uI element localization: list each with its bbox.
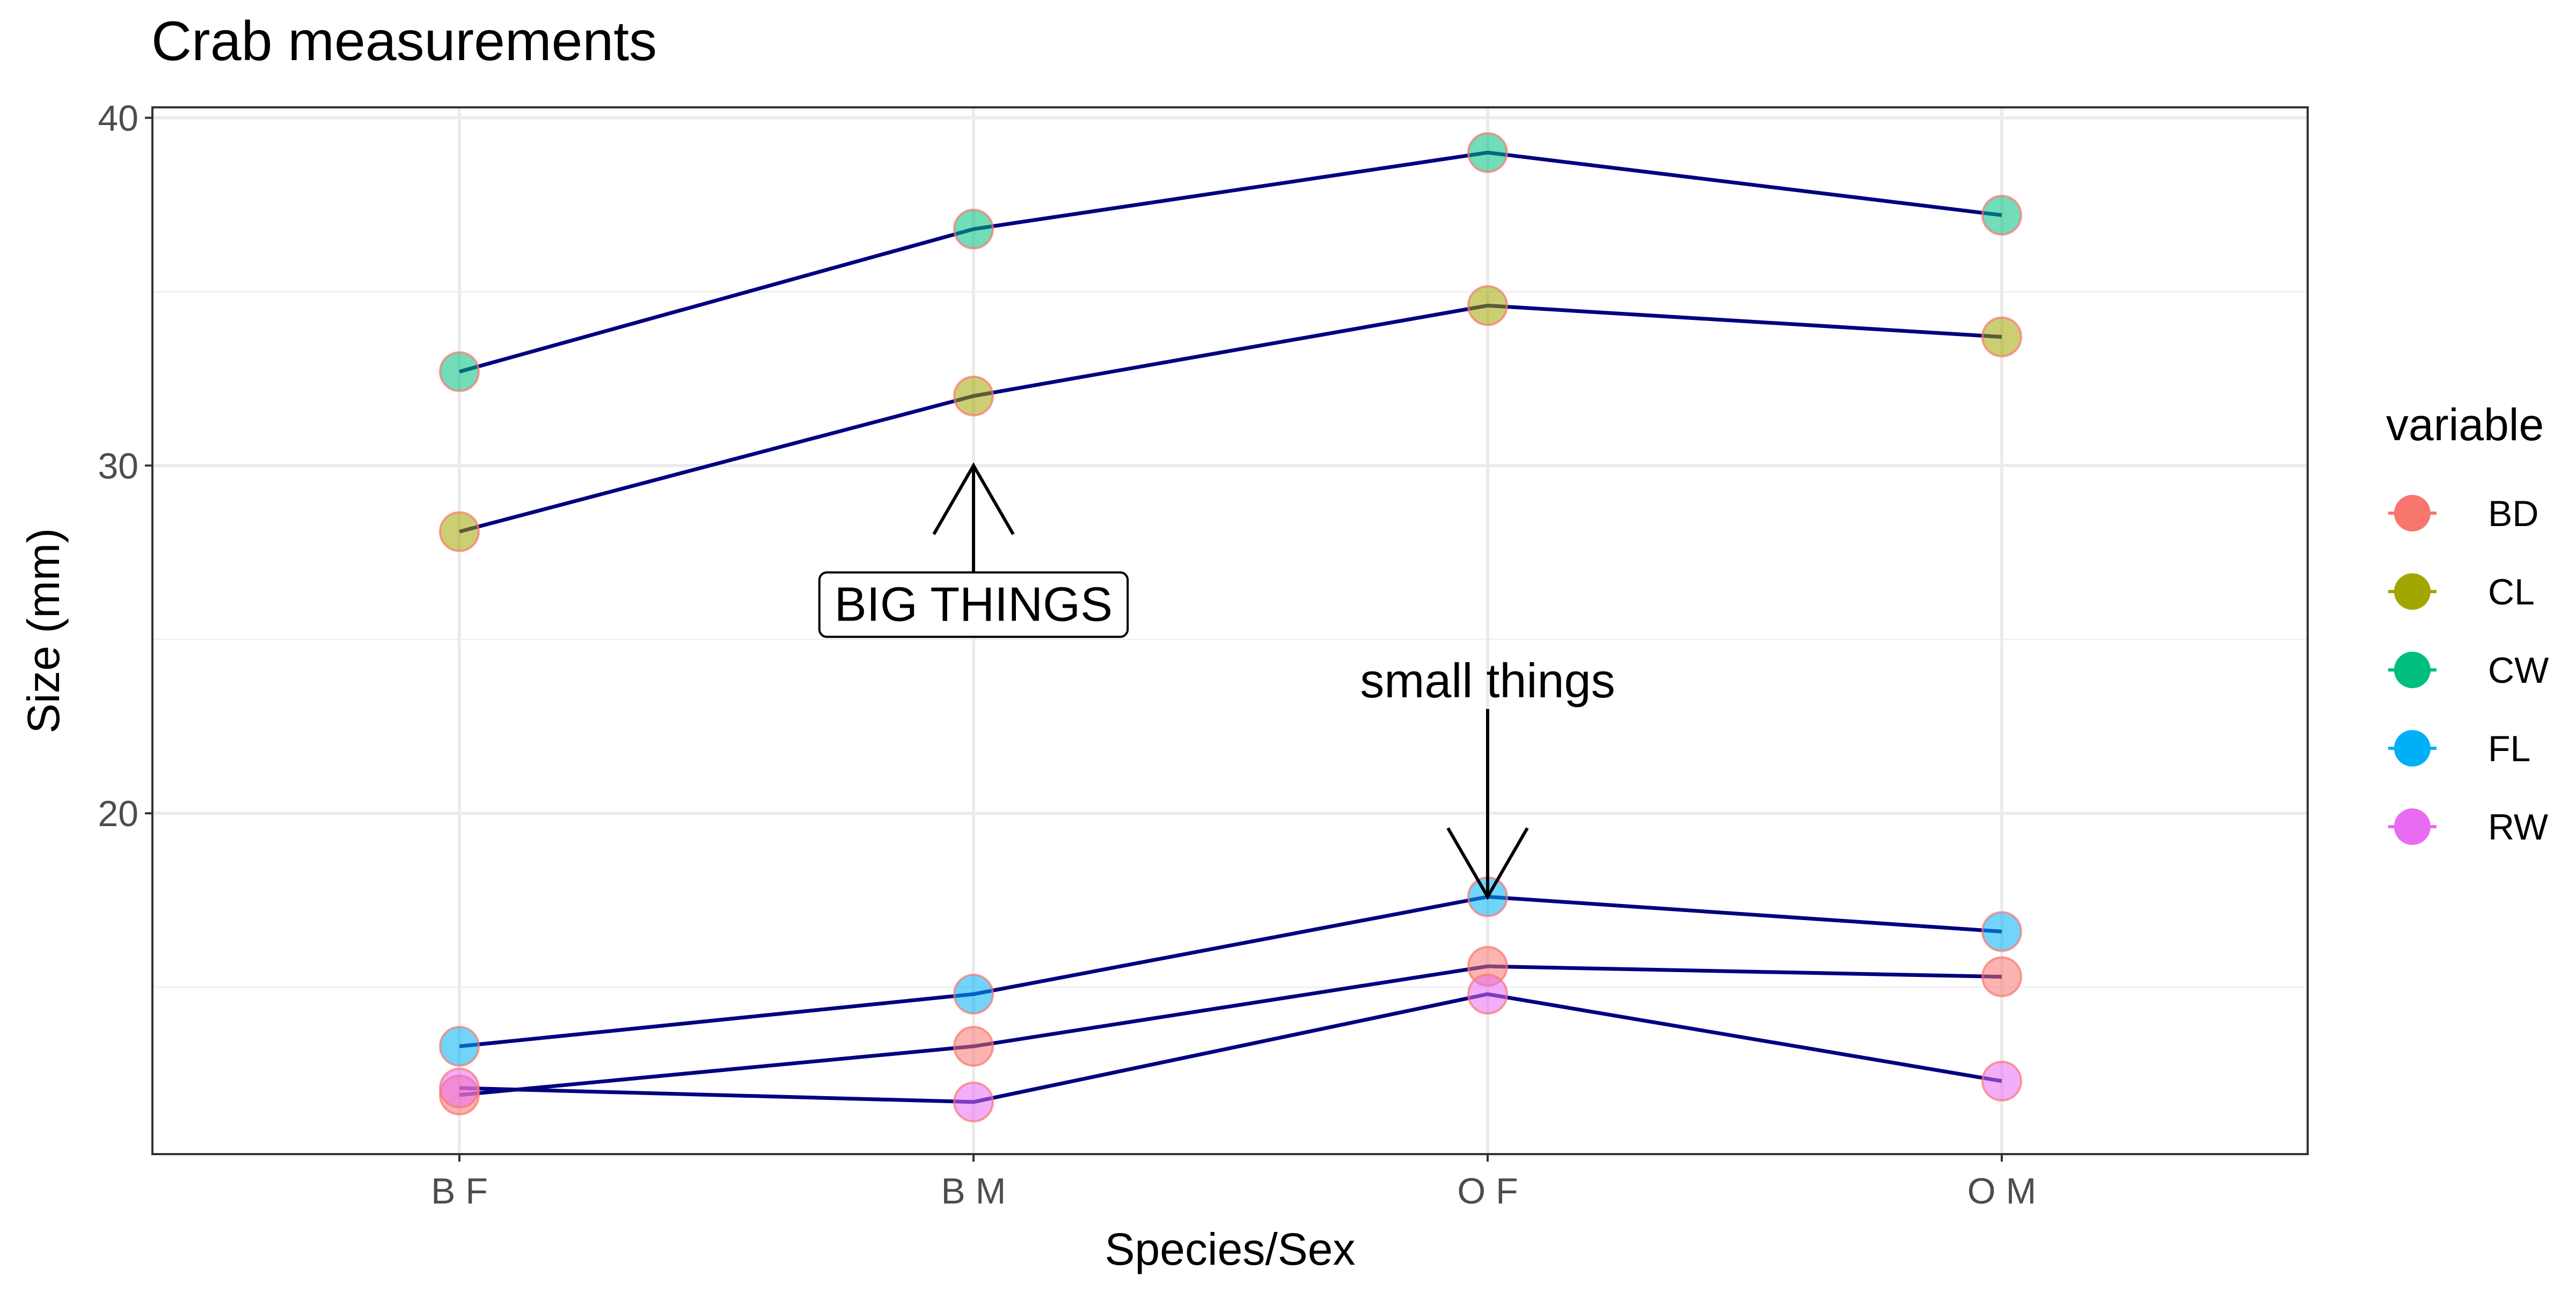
legend-label: CW	[2488, 650, 2549, 691]
data-point-rw	[439, 1067, 480, 1108]
data-point-rw	[1981, 1060, 2022, 1102]
y-tick-label: 40	[98, 98, 138, 138]
data-point-cw	[439, 351, 480, 392]
points-layer	[439, 132, 2022, 1122]
data-point-rw	[1467, 973, 1508, 1015]
x-axis-label: Species/Sex	[1105, 1224, 1356, 1274]
data-point-fl	[439, 1026, 480, 1067]
annotation-arrow-head	[932, 462, 1015, 535]
legend-label: RW	[2488, 807, 2548, 848]
x-tick-label: B M	[941, 1171, 1006, 1212]
series-line-cw	[459, 150, 2002, 374]
data-point-cl	[1981, 316, 2022, 358]
annotation-box	[818, 571, 1129, 638]
series-line-bd	[459, 964, 2002, 1097]
annotation-arrow-head	[1446, 827, 1529, 900]
y-tick-label: 30	[98, 446, 138, 486]
legend-key-cw	[2394, 652, 2431, 688]
data-point-cl	[953, 375, 994, 417]
legend-label: CL	[2488, 572, 2535, 612]
data-point-fl	[953, 973, 994, 1015]
axis-layer: 20 30 40 B F B M O F O M	[98, 98, 2036, 1212]
plot-panel-border	[151, 106, 2309, 1155]
data-point-cw	[1981, 194, 2022, 236]
x-tick-label: B F	[431, 1171, 488, 1212]
annotation-label: BIG THINGS	[835, 578, 1113, 631]
annotation-layer: BIG THINGS small things	[818, 462, 1615, 900]
legend-key-cl	[2394, 573, 2431, 610]
data-point-cl	[1467, 285, 1508, 326]
data-point-cw	[953, 208, 994, 250]
legend-key-rw	[2394, 808, 2431, 845]
legend-title: variable	[2386, 399, 2544, 450]
data-point-cl	[439, 511, 480, 552]
y-axis-label: Size (mm)	[18, 528, 69, 734]
series-layer	[459, 150, 2002, 1104]
series-line-rw	[459, 992, 2002, 1104]
data-point-bd	[953, 1026, 994, 1067]
x-tick-label: O F	[1457, 1171, 1518, 1212]
legend-label: FL	[2488, 728, 2530, 769]
data-point-rw	[953, 1081, 994, 1122]
data-point-fl	[1981, 911, 2022, 952]
series-line-cl	[459, 303, 2002, 534]
chart-title: Crab measurements	[151, 10, 657, 72]
legend-label: BD	[2488, 493, 2538, 534]
series-line-fl	[459, 895, 2002, 1048]
legend-key-fl	[2394, 730, 2431, 767]
x-tick-label: O M	[1967, 1171, 2036, 1212]
y-tick-label: 20	[98, 793, 138, 834]
legend: variable BD CL CW FL RW	[2386, 399, 2549, 848]
data-point-cw	[1467, 132, 1508, 173]
annotation-label: small things	[1360, 654, 1615, 708]
data-point-bd	[1981, 956, 2022, 997]
legend-key-bd	[2394, 495, 2431, 531]
